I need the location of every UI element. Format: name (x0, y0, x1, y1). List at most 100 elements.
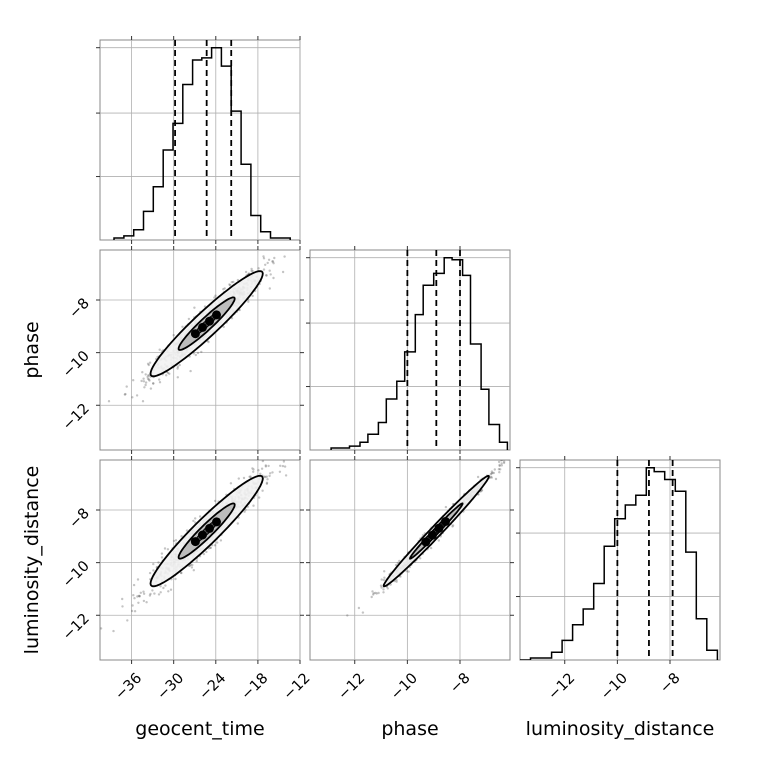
sample-point (152, 382, 155, 385)
sample-point (147, 363, 150, 367)
sample-point (207, 340, 210, 344)
sample-point (395, 578, 398, 582)
sample-point (257, 469, 260, 472)
sample-point (191, 563, 194, 567)
sample-point (382, 591, 385, 594)
sample-point (361, 611, 365, 614)
sample-point (237, 477, 240, 480)
sample-point (265, 482, 269, 485)
y-axis-label-phase: phase (21, 321, 43, 378)
sample-point (135, 394, 139, 397)
sample-point (499, 460, 503, 462)
sample-point (244, 270, 248, 274)
sample-point (261, 460, 265, 463)
sample-point (190, 566, 194, 569)
sample-point (214, 294, 217, 297)
sample-point (451, 524, 455, 527)
sample-point (494, 477, 498, 481)
sample-point (266, 261, 269, 265)
y-tick-label: −8 (66, 506, 92, 532)
sample-point (148, 361, 152, 364)
density-peak (198, 322, 207, 332)
x-tick-label: −12 (335, 670, 368, 703)
sample-point (213, 499, 217, 503)
sample-point (123, 393, 127, 396)
sample-point (136, 578, 140, 581)
sample-point (126, 619, 129, 622)
sample-point (268, 269, 271, 272)
sample-point (398, 559, 401, 563)
sample-point (271, 260, 274, 263)
y-tick-label: −10 (60, 558, 93, 591)
sample-point (278, 470, 282, 473)
sample-point (497, 468, 501, 471)
sample-point (139, 591, 142, 594)
histogram-luminosity_distance (520, 466, 719, 660)
sample-point (194, 353, 197, 357)
sample-point (251, 467, 254, 470)
sample-point (176, 365, 180, 368)
sample-point (146, 362, 150, 365)
sample-point (271, 471, 274, 474)
sample-point (252, 504, 255, 507)
sample-point (383, 570, 386, 573)
x-tick-label: −36 (112, 670, 145, 703)
sample-point (147, 374, 150, 377)
sample-point (132, 583, 136, 587)
sample-point (181, 325, 184, 328)
sample-point (100, 627, 103, 630)
sample-point (264, 464, 267, 467)
x-tick-label: −12 (281, 670, 314, 703)
sample-point (157, 561, 160, 564)
sample-point (489, 472, 493, 476)
sample-point (269, 472, 272, 475)
sample-point (174, 577, 177, 581)
sample-point (222, 325, 225, 329)
sample-point (222, 288, 225, 291)
sample-point (141, 400, 145, 403)
sample-point (265, 274, 268, 277)
sample-point (380, 586, 383, 589)
sample-point (133, 610, 137, 613)
sample-point (192, 352, 195, 355)
sample-point (180, 571, 183, 574)
x-axis-label-geocent_time: geocent_time (135, 718, 264, 740)
sample-point (168, 372, 171, 375)
scatter-points (107, 255, 286, 403)
sample-point (429, 546, 433, 550)
sample-point (370, 595, 373, 599)
sample-point (157, 593, 161, 596)
sample-point (286, 457, 288, 459)
panel-frame (99, 459, 301, 661)
sample-point (188, 564, 192, 567)
sample-point (379, 584, 383, 587)
sample-point (192, 519, 195, 523)
panel-frame (99, 39, 301, 241)
x-axis-label-phase: phase (381, 718, 438, 740)
sample-point (232, 280, 235, 284)
sample-point (283, 465, 287, 468)
sample-point (152, 569, 155, 572)
sample-point (158, 378, 161, 381)
sample-point (107, 400, 111, 403)
sample-point (159, 591, 162, 594)
sample-point (229, 283, 232, 287)
sample-point (148, 571, 152, 575)
sample-point (169, 588, 173, 591)
sample-point (148, 374, 151, 377)
x-tick-label: −10 (388, 670, 421, 703)
sample-point (158, 381, 162, 384)
x-tick-label: −8 (447, 670, 473, 696)
sample-point (213, 296, 216, 299)
sample-point (272, 276, 275, 280)
panel-frame (309, 249, 511, 451)
sample-point (490, 470, 494, 473)
sample-point (251, 294, 254, 298)
sample-point (279, 451, 281, 453)
sample-point (272, 262, 275, 265)
sample-point (268, 287, 271, 290)
sample-point (162, 586, 165, 590)
sample-point (263, 475, 266, 478)
sample-point (180, 535, 183, 538)
sample-point (444, 505, 448, 509)
